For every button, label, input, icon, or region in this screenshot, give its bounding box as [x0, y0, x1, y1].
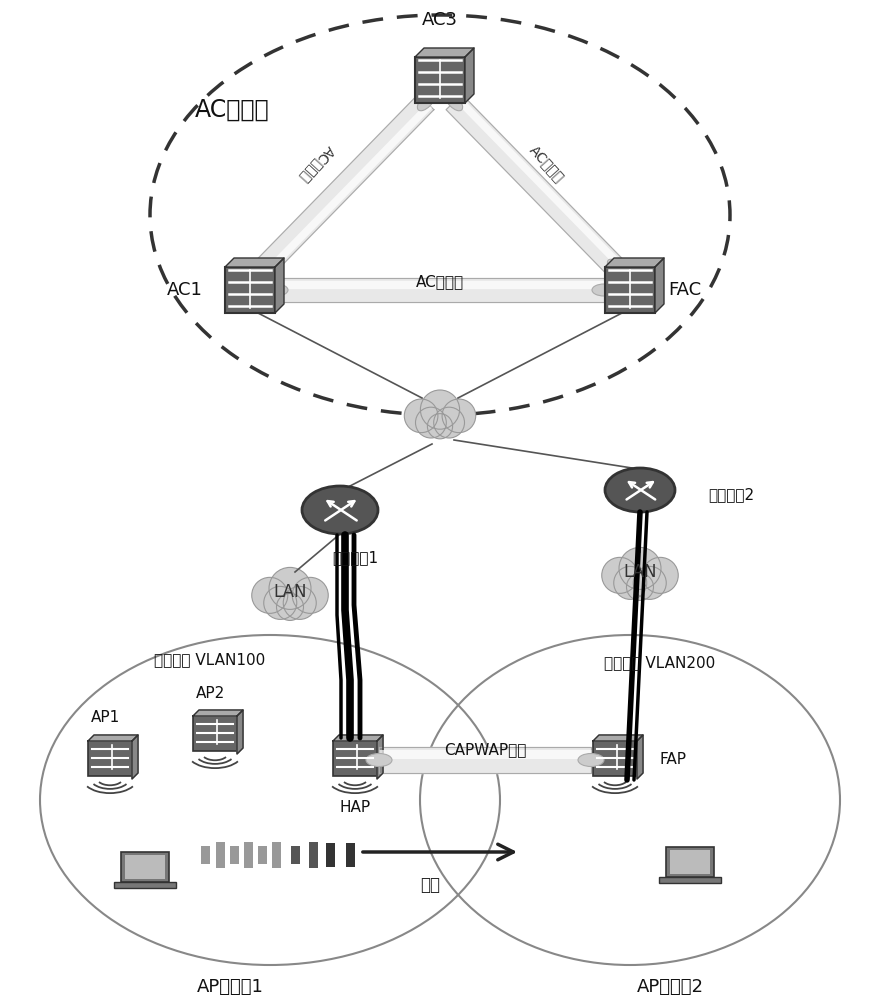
Text: 家乡网络 VLAN100: 家乡网络 VLAN100: [154, 652, 266, 668]
Circle shape: [619, 547, 661, 589]
Text: AC3: AC3: [422, 11, 458, 29]
Circle shape: [292, 577, 328, 613]
Text: AC间隧道: AC间隧道: [527, 143, 567, 185]
Ellipse shape: [578, 754, 604, 766]
Text: HAP: HAP: [340, 800, 370, 816]
FancyBboxPatch shape: [415, 57, 465, 103]
Text: 漫游: 漫游: [420, 876, 440, 894]
Polygon shape: [225, 258, 284, 267]
Circle shape: [252, 577, 288, 613]
Circle shape: [404, 399, 438, 433]
Text: FAP: FAP: [659, 752, 686, 768]
Bar: [290, 846, 299, 864]
Text: FAC: FAC: [669, 281, 701, 299]
Bar: [230, 846, 238, 864]
FancyBboxPatch shape: [88, 741, 132, 776]
Circle shape: [269, 567, 311, 609]
Circle shape: [602, 557, 638, 593]
Circle shape: [442, 399, 476, 433]
FancyBboxPatch shape: [114, 882, 176, 888]
Polygon shape: [415, 48, 474, 57]
Polygon shape: [465, 48, 474, 103]
Text: AC漫游组: AC漫游组: [195, 98, 269, 122]
FancyBboxPatch shape: [193, 716, 237, 751]
Circle shape: [421, 390, 459, 429]
Circle shape: [642, 557, 678, 593]
FancyBboxPatch shape: [121, 852, 169, 882]
Ellipse shape: [592, 284, 616, 296]
FancyBboxPatch shape: [659, 877, 721, 883]
Polygon shape: [446, 94, 624, 276]
FancyBboxPatch shape: [605, 267, 655, 313]
Ellipse shape: [264, 284, 288, 296]
FancyBboxPatch shape: [593, 741, 637, 776]
Circle shape: [276, 593, 304, 620]
Text: AC1: AC1: [167, 281, 203, 299]
Circle shape: [627, 573, 654, 600]
Polygon shape: [593, 735, 643, 741]
Circle shape: [634, 566, 666, 599]
Polygon shape: [379, 747, 591, 773]
Ellipse shape: [605, 468, 675, 512]
Text: AP资源组2: AP资源组2: [636, 978, 703, 996]
Circle shape: [283, 586, 316, 619]
Bar: [244, 842, 253, 868]
Circle shape: [264, 586, 297, 619]
Bar: [201, 846, 209, 864]
Bar: [216, 842, 224, 868]
FancyBboxPatch shape: [125, 855, 165, 879]
Polygon shape: [605, 258, 664, 267]
Polygon shape: [256, 94, 434, 276]
FancyBboxPatch shape: [225, 267, 275, 313]
Text: 网关设备1: 网关设备1: [332, 550, 378, 566]
Text: AP资源组1: AP资源组1: [196, 978, 263, 996]
Ellipse shape: [607, 259, 625, 277]
Polygon shape: [275, 258, 284, 313]
Polygon shape: [88, 735, 138, 741]
Polygon shape: [333, 735, 383, 741]
Ellipse shape: [302, 486, 378, 534]
Text: LAN: LAN: [274, 583, 307, 601]
Ellipse shape: [255, 259, 273, 277]
Polygon shape: [193, 710, 243, 716]
Polygon shape: [132, 735, 138, 779]
Polygon shape: [377, 735, 383, 779]
Circle shape: [415, 407, 446, 438]
Circle shape: [613, 566, 647, 599]
Circle shape: [428, 414, 452, 439]
Ellipse shape: [445, 93, 463, 111]
Circle shape: [434, 407, 465, 438]
Polygon shape: [276, 278, 604, 302]
Text: 外地网络 VLAN200: 外地网络 VLAN200: [605, 656, 715, 670]
Bar: [326, 843, 334, 867]
Ellipse shape: [417, 93, 435, 111]
Bar: [258, 846, 267, 864]
Text: CAPWAP隧道: CAPWAP隧道: [444, 742, 526, 758]
Polygon shape: [237, 710, 243, 754]
Text: LAN: LAN: [623, 563, 656, 581]
Text: AC间隧道: AC间隧道: [297, 143, 337, 185]
Text: AP2: AP2: [195, 686, 224, 700]
Bar: [346, 843, 355, 867]
FancyBboxPatch shape: [333, 741, 377, 776]
Bar: [309, 842, 318, 868]
FancyBboxPatch shape: [671, 850, 710, 874]
Text: 网关设备2: 网关设备2: [708, 488, 754, 502]
Bar: [272, 842, 281, 868]
Text: AC间隧道: AC间隧道: [416, 274, 464, 290]
Polygon shape: [655, 258, 664, 313]
Text: AP1: AP1: [91, 710, 120, 726]
FancyBboxPatch shape: [666, 847, 714, 877]
Ellipse shape: [366, 754, 392, 766]
Polygon shape: [637, 735, 643, 779]
